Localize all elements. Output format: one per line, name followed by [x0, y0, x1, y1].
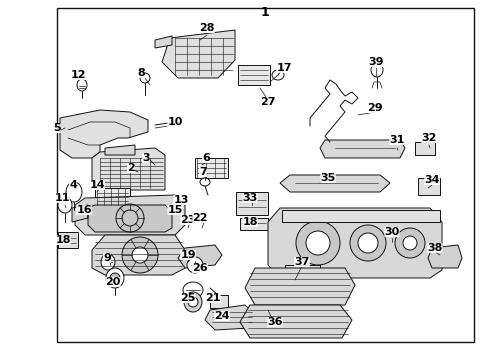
Ellipse shape	[140, 73, 150, 83]
Text: 31: 31	[390, 135, 405, 145]
Text: 23: 23	[180, 215, 196, 225]
Text: 2: 2	[127, 163, 135, 173]
Text: 11: 11	[54, 193, 70, 203]
Polygon shape	[280, 175, 390, 192]
Bar	[58, 232, 78, 248]
Polygon shape	[92, 235, 185, 275]
Text: 30: 30	[384, 227, 400, 237]
Text: 29: 29	[367, 103, 383, 113]
Text: 21: 21	[205, 293, 221, 303]
Ellipse shape	[395, 228, 425, 258]
Text: 15: 15	[167, 205, 183, 215]
Bar	[236, 192, 268, 215]
Text: 22: 22	[192, 213, 208, 223]
Ellipse shape	[106, 268, 124, 288]
Bar	[210, 295, 228, 308]
Ellipse shape	[122, 237, 158, 273]
Bar	[415, 142, 435, 155]
Ellipse shape	[132, 247, 148, 263]
Bar	[285, 265, 320, 275]
Text: 24: 24	[214, 311, 230, 321]
Text: 20: 20	[105, 277, 121, 287]
Polygon shape	[162, 30, 235, 78]
Ellipse shape	[101, 254, 115, 270]
Bar	[95, 188, 130, 205]
Text: 37: 37	[294, 257, 310, 267]
Ellipse shape	[110, 273, 120, 283]
Text: 9: 9	[103, 253, 111, 263]
Text: 3: 3	[142, 153, 150, 163]
Text: 10: 10	[167, 117, 183, 127]
Text: 34: 34	[424, 175, 440, 185]
Bar	[238, 65, 270, 85]
Text: 12: 12	[70, 70, 86, 80]
Text: 33: 33	[243, 193, 258, 203]
Text: 19: 19	[180, 250, 196, 260]
Text: 14: 14	[89, 180, 105, 190]
Polygon shape	[178, 245, 222, 268]
Ellipse shape	[58, 197, 72, 213]
Ellipse shape	[296, 221, 340, 265]
Text: 4: 4	[69, 180, 77, 190]
Bar	[240, 218, 268, 230]
Polygon shape	[105, 145, 135, 155]
Polygon shape	[320, 140, 405, 158]
Text: 13: 13	[173, 195, 189, 205]
Text: 32: 32	[421, 133, 437, 143]
Text: 5: 5	[53, 123, 61, 133]
Polygon shape	[240, 305, 352, 338]
Bar	[195, 158, 228, 178]
Text: 36: 36	[267, 317, 283, 327]
Bar	[418, 178, 440, 195]
Ellipse shape	[371, 63, 383, 77]
Ellipse shape	[187, 257, 203, 273]
Ellipse shape	[350, 225, 386, 261]
Text: 16: 16	[76, 205, 92, 215]
Polygon shape	[60, 110, 148, 158]
Polygon shape	[75, 195, 185, 235]
Ellipse shape	[200, 178, 210, 186]
Bar	[57, 8, 474, 342]
Ellipse shape	[358, 233, 378, 253]
Text: 1: 1	[261, 6, 270, 19]
Text: 26: 26	[192, 263, 208, 273]
Text: 28: 28	[199, 23, 215, 33]
Ellipse shape	[183, 282, 203, 298]
Text: 18: 18	[242, 217, 258, 227]
Text: 38: 38	[427, 243, 442, 253]
Polygon shape	[88, 205, 172, 232]
Ellipse shape	[77, 79, 87, 91]
Ellipse shape	[184, 292, 202, 312]
Text: 39: 39	[368, 57, 384, 67]
Text: 8: 8	[137, 68, 145, 78]
Text: 27: 27	[260, 97, 276, 107]
Polygon shape	[428, 245, 462, 268]
Polygon shape	[205, 305, 255, 330]
Polygon shape	[92, 148, 165, 190]
Bar	[282, 210, 440, 222]
Text: 25: 25	[180, 293, 196, 303]
Ellipse shape	[272, 70, 284, 80]
Text: 18: 18	[55, 235, 71, 245]
Ellipse shape	[306, 231, 330, 255]
Polygon shape	[245, 268, 355, 305]
Ellipse shape	[66, 182, 82, 202]
Text: 6: 6	[202, 153, 210, 163]
Polygon shape	[72, 205, 88, 222]
Polygon shape	[155, 36, 172, 48]
Polygon shape	[268, 208, 442, 278]
Text: 7: 7	[199, 167, 207, 177]
Ellipse shape	[403, 236, 417, 250]
Ellipse shape	[188, 297, 198, 307]
Text: 17: 17	[276, 63, 292, 73]
Text: 35: 35	[320, 173, 336, 183]
